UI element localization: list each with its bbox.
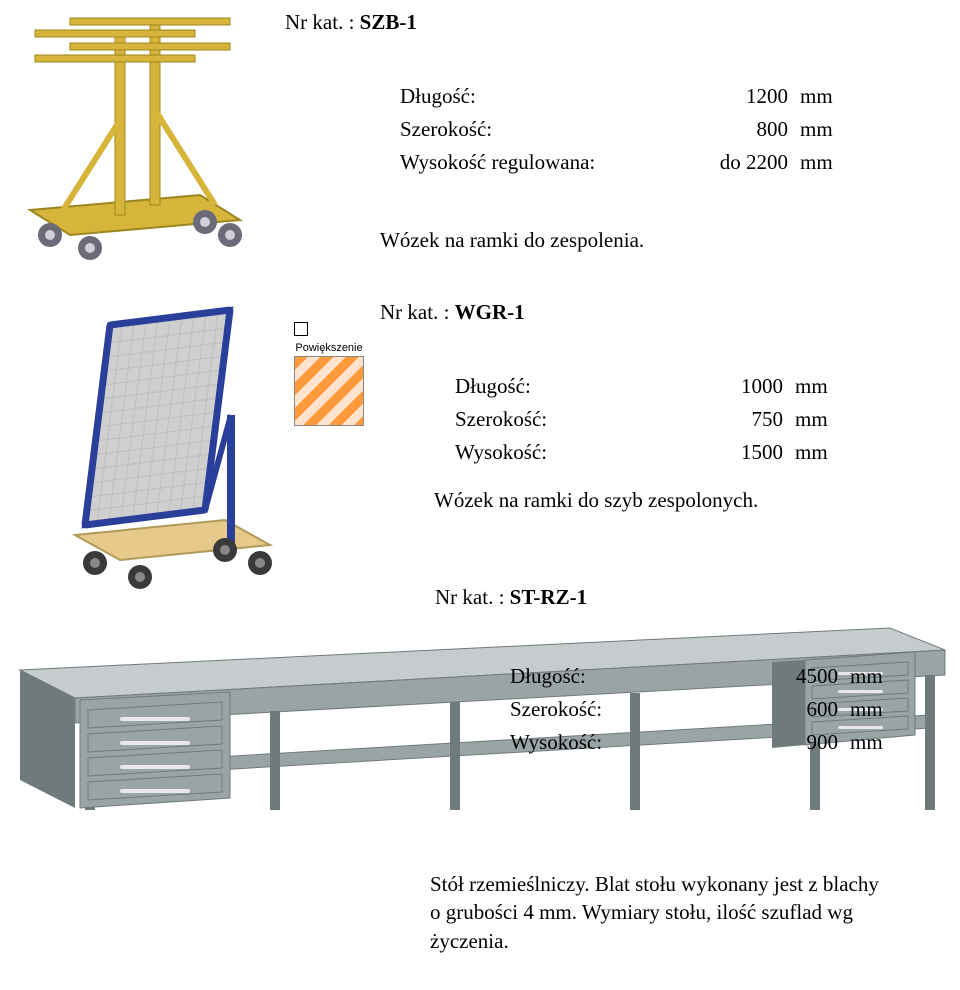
product1-specs: Długość:1200mmSzerokość:800mmWysokość re… — [400, 80, 850, 179]
spec-label: Szerokość: — [455, 403, 675, 436]
spec-unit: mm — [795, 403, 845, 436]
spec-row: Wysokość regulowana:do 2200mm — [400, 146, 850, 179]
spec-label: Wysokość: — [510, 726, 730, 759]
spec-unit: mm — [850, 726, 900, 759]
desc-line: Stół rzemieślniczy. Blat stołu wykonany … — [430, 870, 930, 898]
product2-image — [55, 295, 285, 600]
spec-label: Długość: — [455, 370, 675, 403]
product1-image — [0, 0, 260, 265]
spec-row: Wysokość:1500mm — [455, 436, 845, 469]
spec-unit: mm — [850, 660, 900, 693]
spec-label: Długość: — [510, 660, 730, 693]
spec-value: 600 — [730, 693, 850, 726]
swatch-label: Powiększenie — [294, 342, 364, 354]
spec-value: 900 — [730, 726, 850, 759]
spec-unit: mm — [795, 436, 845, 469]
product1-desc-text: Wózek na ramki do zespolenia. — [380, 228, 644, 253]
spec-row: Wysokość:900mm — [510, 726, 900, 759]
product3-description: Stół rzemieślniczy. Blat stołu wykonany … — [430, 870, 930, 955]
spec-value: 4500 — [730, 660, 850, 693]
product2-kat-label: Nr kat. : — [380, 300, 455, 324]
desc-line: o grubości 4 mm. Wymiary stołu, ilość sz… — [430, 898, 930, 926]
product2-specs: Długość:1000mmSzerokość:750mmWysokość:15… — [455, 370, 845, 469]
spec-row: Szerokość:750mm — [455, 403, 845, 436]
spec-unit: mm — [800, 146, 850, 179]
spec-label: Wysokość: — [455, 436, 675, 469]
product3-kat-code: ST-RZ-1 — [510, 585, 587, 609]
spec-label: Wysokość regulowana: — [400, 146, 680, 179]
product2-title: Nr kat. : WGR-1 — [380, 300, 525, 325]
product2-desc-text: Wózek na ramki do szyb zespolonych. — [434, 488, 758, 513]
spec-value: 1000 — [675, 370, 795, 403]
spec-row: Szerokość:800mm — [400, 113, 850, 146]
product3-kat-label: Nr kat. : — [435, 585, 510, 609]
spec-value: 1200 — [680, 80, 800, 113]
spec-row: Długość:1200mm — [400, 80, 850, 113]
product2-swatch: Powiększenie — [294, 320, 364, 426]
spec-unit: mm — [800, 80, 850, 113]
spec-label: Szerokość: — [510, 693, 730, 726]
product1-kat-label: Nr kat. : — [285, 10, 360, 34]
spec-unit: mm — [795, 370, 845, 403]
spec-value: do 2200 — [680, 146, 800, 179]
product2-kat-code: WGR-1 — [455, 300, 525, 324]
product1-title: Nr kat. : SZB-1 — [285, 10, 417, 35]
spec-unit: mm — [800, 113, 850, 146]
spec-label: Szerokość: — [400, 113, 680, 146]
product1-description: Wózek na ramki do zespolenia. — [380, 220, 644, 253]
swatch-checkbox-icon — [294, 322, 308, 336]
spec-row: Szerokość:600mm — [510, 693, 900, 726]
spec-row: Długość:4500mm — [510, 660, 900, 693]
spec-value: 800 — [680, 113, 800, 146]
spec-label: Długość: — [400, 80, 680, 113]
product3-specs: Długość:4500mmSzerokość:600mmWysokość:90… — [510, 660, 900, 759]
product3-title: Nr kat. : ST-RZ-1 — [435, 585, 587, 610]
spec-value: 750 — [675, 403, 795, 436]
spec-value: 1500 — [675, 436, 795, 469]
swatch-sample — [294, 356, 364, 426]
spec-unit: mm — [850, 693, 900, 726]
spec-row: Długość:1000mm — [455, 370, 845, 403]
desc-line: życzenia. — [430, 927, 930, 955]
product1-kat-code: SZB-1 — [360, 10, 417, 34]
product2-description: Wózek na ramki do szyb zespolonych. — [434, 480, 758, 513]
